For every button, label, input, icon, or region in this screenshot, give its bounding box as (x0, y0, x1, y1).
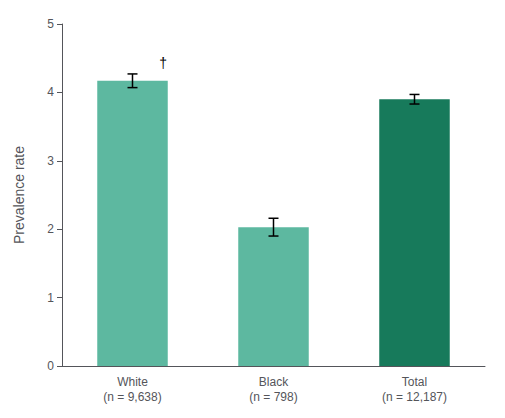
svg-text:0: 0 (47, 359, 54, 373)
svg-text:3: 3 (47, 154, 54, 168)
svg-text:†: † (159, 55, 167, 71)
svg-text:White: White (117, 375, 148, 389)
svg-text:(n = 12,187): (n = 12,187) (382, 390, 447, 404)
svg-text:Prevalence rate: Prevalence rate (11, 146, 27, 244)
svg-text:(n = 9,638): (n = 9,638) (103, 390, 161, 404)
svg-text:2: 2 (47, 222, 54, 236)
svg-text:4: 4 (47, 85, 54, 99)
svg-text:(n = 798): (n = 798) (249, 390, 297, 404)
svg-text:Black: Black (259, 375, 289, 389)
svg-text:1: 1 (47, 291, 54, 305)
svg-text:5: 5 (47, 17, 54, 31)
svg-text:Total: Total (402, 375, 427, 389)
